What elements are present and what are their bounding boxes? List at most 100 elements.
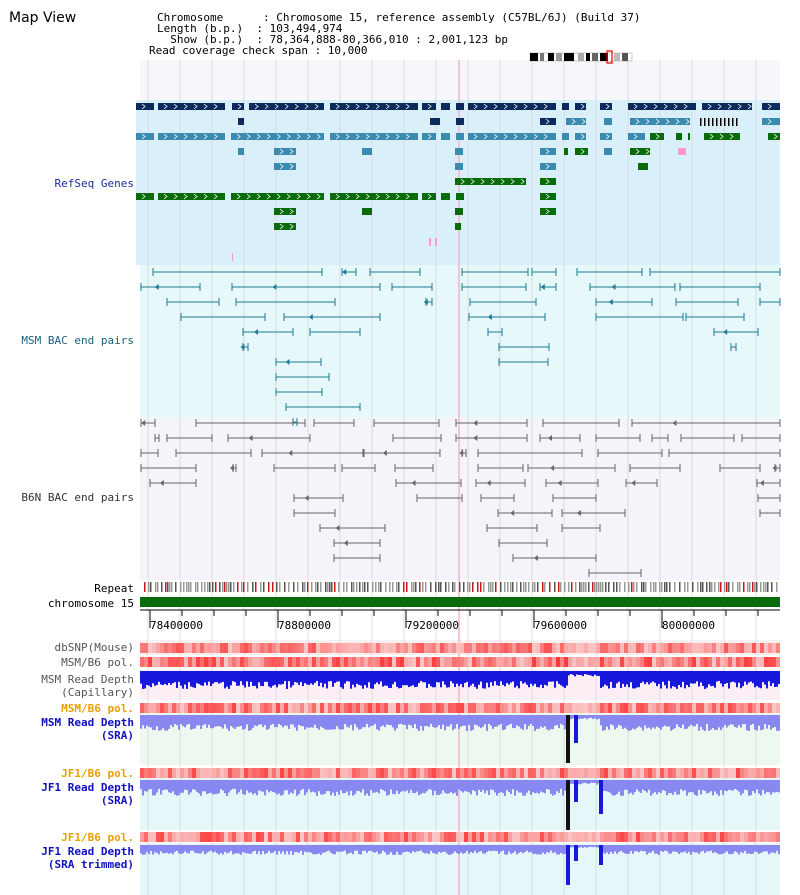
jf1-trim-depth-bar xyxy=(666,845,668,852)
jf1-pol-cell xyxy=(536,768,540,778)
jf1-trim-depth-bar xyxy=(386,845,388,855)
jf1-pol2-cell xyxy=(304,832,308,842)
jf1-trim-depth-bar xyxy=(778,845,780,855)
repeat-feature xyxy=(507,582,509,592)
msm-cap-depth-bar xyxy=(432,671,434,688)
jf1-sra-depth-bar xyxy=(686,780,688,796)
msm-cap-depth-bar xyxy=(762,671,764,683)
dbsnp-cell xyxy=(196,643,200,653)
axis-tick-label: 79600000 xyxy=(534,619,587,632)
msm-pol-cell xyxy=(468,657,472,667)
jf1-sra-depth-bar xyxy=(630,780,632,793)
dbsnp-cell xyxy=(516,643,520,653)
jf1-pol-cell xyxy=(604,768,608,778)
jf1-trim-depth-bar xyxy=(256,845,258,855)
repeat-feature xyxy=(542,582,544,592)
msm-cap-depth-bar xyxy=(230,671,232,686)
gene-strand-arrow xyxy=(545,193,550,200)
msm-pol2-cell xyxy=(476,703,480,713)
jf1-pol2-cell xyxy=(436,832,440,842)
msm-pol-cell xyxy=(216,657,220,667)
jf1-trim-depth-bar xyxy=(720,845,722,855)
msm-cap-depth-bar xyxy=(332,671,334,687)
msm-pol-cell xyxy=(496,657,500,667)
gene-feature xyxy=(231,193,324,200)
gene-feature xyxy=(566,118,586,125)
msm-pol2-cell xyxy=(260,703,264,713)
repeat-feature xyxy=(272,582,274,592)
jf1-sra-depth-bar xyxy=(642,780,644,790)
msm-pol-cell xyxy=(632,657,636,667)
msm-pol2-cell xyxy=(164,703,168,713)
jf1-pol2-cell xyxy=(616,832,620,842)
msm-pol-cell xyxy=(416,657,420,667)
msm-cap-depth-bar xyxy=(642,671,644,682)
chromosome-bar xyxy=(140,597,780,607)
msm-pol2-cell xyxy=(320,703,324,713)
jf1-trim-depth-bar xyxy=(416,845,418,852)
msm-sra-depth-bar xyxy=(146,715,148,726)
msm-sra-depth-bar xyxy=(702,715,704,730)
jf1-trim-depth-bar xyxy=(580,845,582,848)
gene-feature xyxy=(274,223,296,230)
msm-cap-depth-bar xyxy=(420,671,422,681)
jf1-trim-depth-bar xyxy=(236,845,238,854)
jf1-trim-depth-bar xyxy=(332,845,334,855)
jf1-trim-depth-bar xyxy=(772,845,774,853)
jf1-sra-depth-bar xyxy=(468,780,470,793)
msm-pol-cell xyxy=(172,657,176,667)
msm-cap-depth-bar xyxy=(654,671,656,683)
msm-cap-depth-bar xyxy=(450,671,452,682)
jf1-sra-depth-bar xyxy=(712,780,714,796)
repeat-feature xyxy=(331,582,333,592)
msm-pol-cell xyxy=(704,657,708,667)
msm-pol2-cell xyxy=(288,703,292,713)
msm-sra-depth-bar xyxy=(360,715,362,730)
jf1-trim-depth-bar xyxy=(616,845,618,854)
repeat-feature xyxy=(679,582,681,592)
gene-feature xyxy=(630,118,690,125)
msm-sra-depth-bar xyxy=(296,715,298,731)
jf1-pol2-cell xyxy=(692,832,696,842)
msm-pol-cell xyxy=(424,657,428,667)
msm-sra-depth-bar xyxy=(626,715,628,730)
dbsnp-cell xyxy=(744,643,748,653)
jf1-pol2-cell xyxy=(300,832,304,842)
jf1-pol2-cell xyxy=(696,832,700,842)
ideogram-band xyxy=(578,53,584,61)
repeat-feature xyxy=(396,582,398,592)
jf1-sra-depth-bar xyxy=(310,780,312,793)
repeat-feature xyxy=(385,582,387,592)
msm-sra-depth-bar xyxy=(562,715,564,726)
msm-sra-depth-bar xyxy=(424,715,426,727)
jf1-pol-cell xyxy=(568,768,572,778)
msm-sra-depth-bar xyxy=(410,715,412,726)
gene-strand-arrow xyxy=(294,103,299,110)
jf1-trim-depth-bar xyxy=(188,845,190,854)
jf1-trim-depth-bar xyxy=(248,845,250,854)
repeat-feature xyxy=(155,582,157,592)
jf1-trim-depth-bar xyxy=(370,845,372,851)
jf1-trim-depth-bar xyxy=(406,845,408,852)
msm-pol-cell xyxy=(252,657,256,667)
jf1-trim-depth-bar xyxy=(636,845,638,852)
jf1-pol2-cell xyxy=(188,832,192,842)
msm-pol-cell xyxy=(240,657,244,667)
jf1-sra-depth-bar xyxy=(620,780,622,796)
gene-strand-arrow xyxy=(279,208,284,215)
dbsnp-cell xyxy=(212,643,216,653)
msm-sra-depth-bar xyxy=(470,715,472,731)
msm-bac-band xyxy=(140,265,780,417)
jf1-pol2-cell xyxy=(412,832,416,842)
jf1-pol-cell xyxy=(592,768,596,778)
repeat-feature xyxy=(605,582,607,592)
msm-cap-depth-bar xyxy=(212,671,214,684)
msm-pol2-cell xyxy=(356,703,360,713)
jf1-trim-depth-bar xyxy=(632,845,634,854)
jf1-sra-depth-bar xyxy=(312,780,314,792)
msm-pol2-cell xyxy=(420,703,424,713)
jf1-trim-depth-bar xyxy=(670,845,672,854)
msm-pol2-cell xyxy=(200,703,204,713)
jf1-sra-depth-bar xyxy=(706,780,708,794)
